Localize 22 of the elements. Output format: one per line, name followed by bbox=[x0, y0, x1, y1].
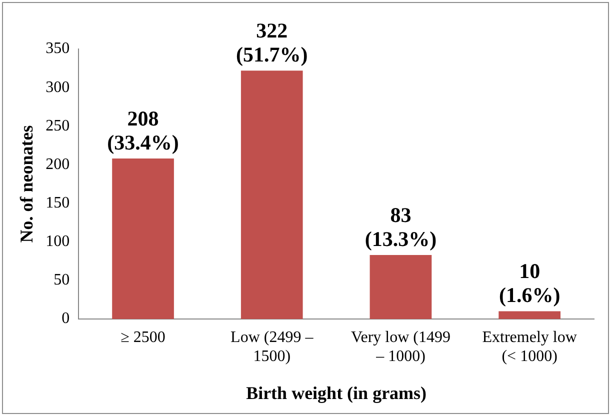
x-tick-label: Low (2499 – 1500) bbox=[230, 328, 314, 366]
y-tick-label: 350 bbox=[46, 40, 70, 58]
bar bbox=[498, 311, 560, 319]
y-tick-label: 200 bbox=[46, 156, 70, 173]
bar bbox=[240, 70, 303, 319]
bar bbox=[370, 254, 432, 319]
data-label: 322 (51.7%) bbox=[236, 18, 308, 67]
y-tick-label: 100 bbox=[46, 233, 70, 250]
data-label: 10 (1.6%) bbox=[498, 259, 560, 308]
x-axis-title: Birth weight (in grams) bbox=[246, 382, 427, 403]
x-tick-label: Very low (1499 – 1000) bbox=[350, 328, 450, 366]
y-axis-title: No. of neonates bbox=[16, 125, 36, 243]
x-tick-label: Extremely low (< 1000) bbox=[482, 328, 578, 366]
y-tick-label: 50 bbox=[54, 272, 70, 289]
data-label: 208 (33.4%) bbox=[107, 106, 179, 154]
y-tick-label: 0 bbox=[62, 310, 70, 328]
y-tick-label: 150 bbox=[46, 194, 70, 212]
y-tick-label: 250 bbox=[46, 117, 70, 134]
y-tick-label: 300 bbox=[46, 78, 70, 96]
x-tick-label: ≥ 2500 bbox=[120, 328, 166, 346]
bar bbox=[112, 158, 174, 319]
data-label: 83 (13.3%) bbox=[364, 202, 437, 251]
